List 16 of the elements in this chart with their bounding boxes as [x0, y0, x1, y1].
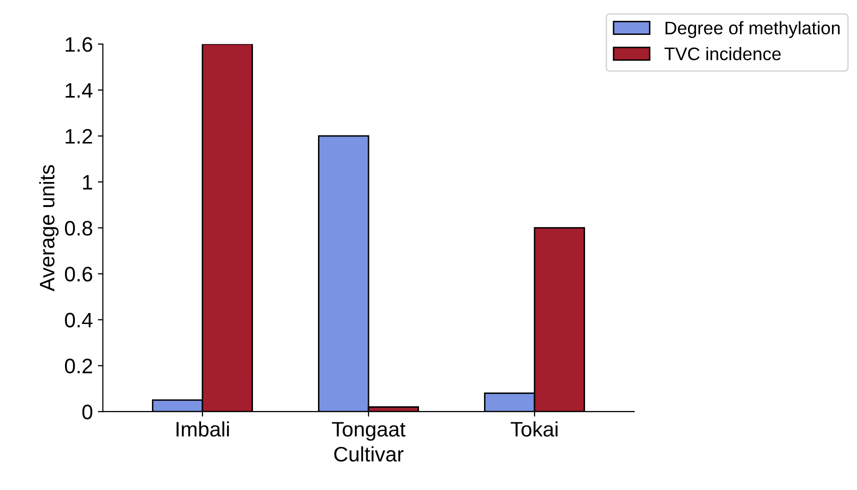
- y-tick-label: 0.6: [64, 266, 92, 282]
- y-tick-label: 0.8: [64, 220, 92, 236]
- x-axis-title: Cultivar: [334, 446, 404, 462]
- y-tick-label: 1: [83, 175, 92, 190]
- y-tick-label: 1.4: [66, 83, 93, 98]
- x-tick-label: Tongaat: [332, 422, 406, 441]
- legend-label: TVC incidence: [664, 47, 781, 60]
- y-tick-label: 0.4: [64, 312, 93, 328]
- y-tick-label: 1.6: [66, 37, 92, 52]
- legend-label: Degree of methylation: [666, 21, 840, 38]
- y-axis-title: Average units: [39, 165, 59, 292]
- x-tick-label: Imbali: [176, 421, 229, 437]
- y-tick-label: 0.2: [64, 358, 92, 374]
- y-tick-label: 0: [82, 404, 92, 420]
- y-tick-label: 1.2: [66, 128, 92, 144]
- x-tick-label: Tokai: [510, 421, 558, 437]
